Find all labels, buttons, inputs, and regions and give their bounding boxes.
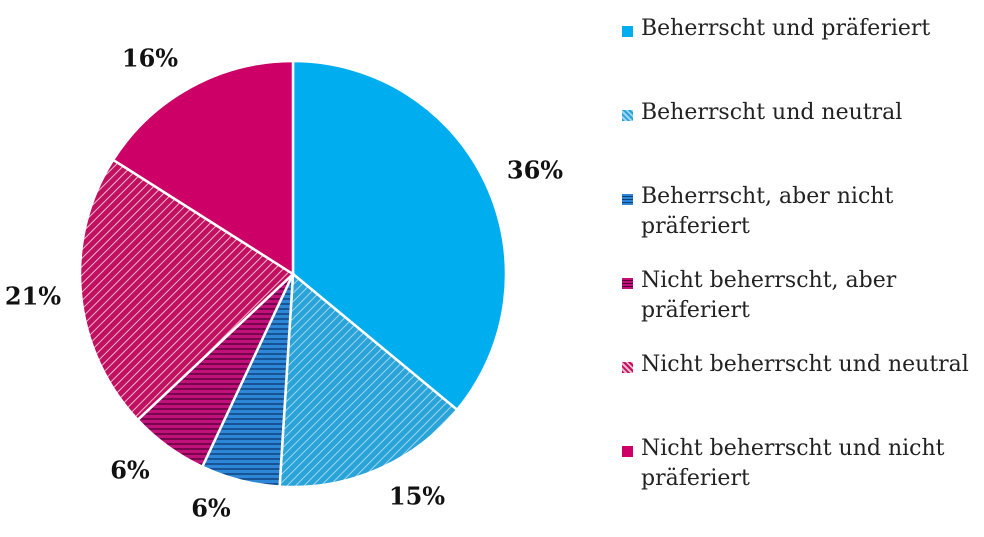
slice-label-3: 6%	[191, 494, 231, 523]
legend-swatch-4	[622, 278, 633, 289]
legend-swatch-1	[622, 26, 633, 37]
slice-label-6: 16%	[122, 44, 178, 73]
legend-label-3: Beherrscht, aber nicht präferiert	[641, 184, 894, 239]
legend-swatch-5	[622, 362, 633, 373]
legend-label-6: Nicht beherrscht und nicht präferiert	[641, 436, 945, 491]
legend-label-1: Beherrscht und präferiert	[641, 16, 931, 41]
legend-item-4: Nicht beherrscht, aber präferiert	[622, 266, 982, 326]
legend-label-2: Beherrscht und neutral	[641, 100, 903, 125]
pie-slice-6	[111, 59, 295, 277]
slice-label-2: 15%	[389, 482, 445, 511]
slice-label-4: 6%	[110, 456, 150, 485]
slice-label-5: 21%	[5, 282, 61, 311]
legend-swatch-6	[622, 446, 633, 457]
pie-chart: 36% 15% 6% 6% 21% 16%	[5, 44, 563, 523]
legend-swatch-2	[622, 110, 633, 121]
legend-item-1: Beherrscht und präferiert	[622, 14, 982, 44]
legend-item-3: Beherrscht, aber nicht präferiert	[622, 182, 982, 242]
legend-item-6: Nicht beherrscht und nicht präferiert	[622, 434, 982, 494]
legend-item-2: Beherrscht und neutral	[622, 98, 982, 128]
pie-slice-5	[78, 158, 296, 422]
pie-slice-1	[291, 59, 508, 412]
legend-item-5: Nicht beherrscht und neutral	[622, 350, 982, 380]
slice-label-1: 36%	[507, 156, 563, 185]
pie-slice-2	[278, 271, 459, 489]
legend-label-5: Nicht beherrscht und neutral	[641, 352, 969, 377]
legend-label-4: Nicht beherrscht, aber präferiert	[641, 268, 897, 323]
legend-swatch-3	[622, 194, 633, 205]
